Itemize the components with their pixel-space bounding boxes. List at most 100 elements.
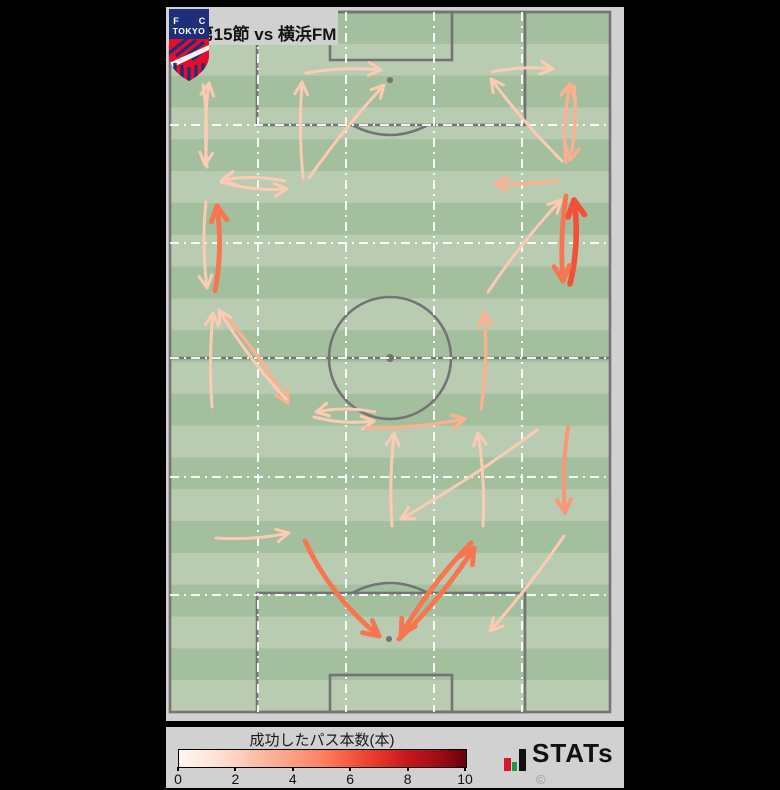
legend-tick-label: 4 — [288, 771, 297, 787]
pass-arrow-head — [546, 198, 563, 215]
pass-arrow — [568, 84, 578, 162]
pass-arrow — [476, 431, 486, 528]
pass-arrow — [214, 531, 291, 541]
legend-tick-mark — [177, 767, 179, 771]
pitch-stripe — [170, 362, 610, 395]
pass-arrow-head — [551, 263, 572, 284]
pass-arrow — [493, 178, 560, 186]
pass-arrow — [304, 67, 383, 75]
pass-arrow-head — [564, 144, 581, 162]
pitch-stripe — [170, 584, 610, 618]
legend-title: 成功したパス本数(本) — [249, 732, 395, 749]
pass-arrow-head — [274, 527, 291, 544]
pitch-stripe — [170, 552, 610, 586]
pass-arrow — [312, 415, 376, 424]
pass-arrow — [219, 180, 289, 192]
pass-arrow-head — [220, 170, 237, 186]
fc-tokyo-crest: F C TOKYO — [169, 9, 209, 81]
pass-arrow — [398, 540, 474, 638]
pass-arrow-head — [489, 77, 505, 95]
stats-icon-green-bar — [512, 762, 517, 771]
pass-arrow-head — [559, 82, 576, 100]
pass-arrow-head — [197, 273, 214, 290]
pitch-stripe — [170, 266, 610, 299]
pitch-card: J1 第15節 vs 横浜FM — [166, 7, 624, 721]
legend-tick-mark — [291, 767, 294, 771]
legend-tick-mark — [406, 767, 409, 771]
pass-arrow-head — [208, 203, 230, 225]
pass-arrow-head — [384, 431, 401, 448]
legend-colorbar — [178, 749, 467, 768]
stats-logo-text: STATs — [532, 738, 614, 768]
legend-tick-label: 6 — [346, 771, 355, 787]
pass-arrow — [559, 193, 569, 284]
crest-letter-f: F — [173, 16, 179, 26]
pass-arrow-head — [272, 182, 289, 198]
legend-tick-label: 2 — [231, 771, 240, 787]
sporteria-copyright: © SPORTERIA — [536, 772, 619, 790]
pass-arrow — [490, 66, 555, 74]
pass-arrow-head — [293, 80, 309, 97]
legend-tick-mark — [234, 767, 237, 771]
pass-arrow-head — [314, 401, 331, 418]
stats-logo-icon — [504, 745, 526, 771]
pass-arrow — [488, 534, 566, 633]
pass-arrow — [389, 431, 396, 528]
pass-arrow-head — [449, 413, 467, 430]
pass-arrow — [489, 77, 564, 163]
pass-arrow — [561, 425, 570, 515]
pitch-stripe — [170, 298, 610, 331]
pass-arrow — [220, 176, 287, 183]
pitch-stripe — [170, 139, 610, 172]
pass-arrow — [486, 198, 563, 294]
pass-arrow — [212, 203, 223, 294]
legend-tick-mark — [349, 767, 352, 771]
pass-arrow-head — [369, 83, 386, 100]
legend-tick-label: 10 — [457, 771, 473, 787]
pass-arrow-head — [203, 311, 220, 328]
pitch-stripe — [170, 202, 610, 236]
crest-letter-c: C — [199, 16, 206, 26]
pass-arrow-head — [476, 311, 494, 329]
legend-card: 成功したパス本数(本) 0 2 4 6 8 10 STATs © SPORTERIA — [166, 727, 624, 790]
pitch-stripe — [170, 425, 610, 458]
crest-name: TOKYO — [173, 26, 206, 36]
pass-arrow — [479, 311, 488, 411]
pass-arrow-head — [398, 615, 418, 638]
pass-arrow-head — [538, 59, 555, 76]
pass-arrow — [201, 83, 209, 167]
pass-arrow-head — [554, 497, 573, 515]
pass-arrow-head — [274, 386, 290, 405]
pass-arrow-head — [472, 431, 488, 448]
penalty-arc-bottom — [351, 581, 429, 595]
pass-arrow — [217, 308, 288, 401]
penalty-arc-top — [351, 123, 429, 137]
goal-area-bottom — [328, 673, 454, 714]
pass-arrow — [202, 200, 209, 290]
legend-tick-label: 8 — [403, 771, 412, 787]
pass-arrow-head — [359, 414, 376, 431]
legend-tick-label: 0 — [174, 771, 182, 787]
stats-icon-black-bar — [519, 749, 526, 771]
pass-arrow-head — [565, 197, 588, 220]
pitch-stripe — [170, 616, 610, 649]
pass-arrow-head — [493, 175, 510, 193]
legend-tick-mark — [464, 767, 466, 771]
pitch-svg — [166, 7, 612, 714]
pass-arrow-head — [217, 308, 233, 326]
pass-arrow — [307, 83, 386, 180]
center-spot — [386, 354, 394, 362]
pass-arrow-head — [366, 61, 383, 77]
pass-arrow-head — [488, 616, 505, 633]
pass-arrow — [567, 197, 580, 287]
pass-arrow-head — [399, 505, 417, 521]
pass-arrow — [302, 538, 382, 639]
pitch-stripe — [170, 680, 610, 713]
match-title: J1 第15節 vs 横浜FM — [173, 25, 337, 44]
pitch-stripe — [170, 234, 610, 268]
stats-icon-red-bar — [504, 758, 511, 771]
pass-arrow — [314, 407, 377, 414]
pass-arrow — [298, 80, 305, 180]
crest-emblem — [169, 36, 209, 81]
